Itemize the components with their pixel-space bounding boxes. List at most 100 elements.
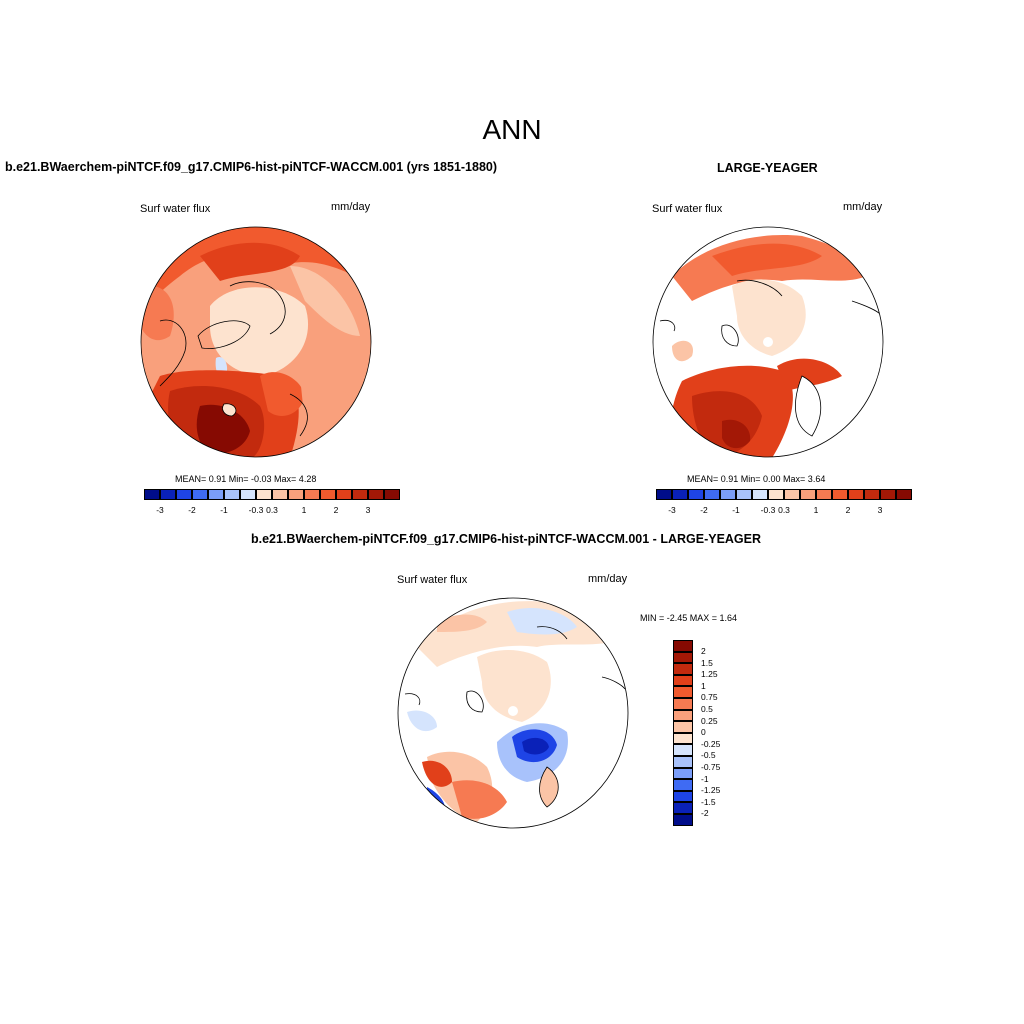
panel1-case-title: b.e21.BWaerchem-piNTCF.f09_g17.CMIP6-his… (5, 160, 498, 174)
colorbar-label: 0.3 (266, 505, 278, 515)
panel2-polar-map (652, 226, 884, 458)
colorbar-label: 3 (365, 505, 371, 515)
colorbar-swatch (368, 489, 384, 500)
colorbar-swatch (704, 489, 720, 500)
colorbar-label: 2 (701, 646, 706, 656)
colorbar-label: -1 (220, 505, 228, 515)
colorbar-swatch (240, 489, 256, 500)
panel3-units: mm/day (588, 573, 628, 585)
colorbar-swatch (192, 489, 208, 500)
colorbar-label: 0.3 (778, 505, 790, 515)
colorbar-swatch (160, 489, 176, 500)
colorbar-swatch (672, 489, 688, 500)
colorbar-label: -3 (668, 505, 676, 515)
colorbar-swatch (673, 663, 693, 675)
colorbar-swatch (864, 489, 880, 500)
colorbar-label: -0.3 (760, 505, 776, 515)
colorbar-swatch (673, 697, 693, 710)
colorbar-label: -1.25 (701, 785, 721, 796)
colorbar-label: 1 (701, 680, 706, 691)
colorbar-swatch (673, 640, 693, 652)
colorbar-swatch (673, 767, 693, 780)
colorbar-label: 1.5 (701, 657, 713, 668)
colorbar-label: 2 (845, 505, 851, 515)
colorbar-swatch (208, 489, 224, 500)
colorbar-swatch (848, 489, 864, 500)
colorbar-label: -2 (700, 505, 708, 515)
panel1-polar-map (140, 226, 372, 458)
colorbar-swatch (336, 489, 352, 500)
colorbar-label: -0.3 (248, 505, 264, 515)
panel1-colorbar (144, 489, 400, 500)
colorbar-swatch (288, 489, 304, 500)
colorbar-label: -2 (701, 808, 709, 819)
colorbar-swatch (673, 779, 693, 791)
colorbar-swatch (768, 489, 784, 500)
panel1-colorbar-labels: -3 -2 -1 -0.3 0.3 1 2 3 (144, 505, 371, 517)
panel2-stats: MEAN= 0.91 Min= 0.00 Max= 3.64 (687, 474, 826, 484)
colorbar-swatch (880, 489, 896, 500)
colorbar-label: -1 (732, 505, 740, 515)
colorbar-swatch (384, 489, 400, 500)
colorbar-swatch (352, 489, 368, 500)
panel2-case-title: LARGE-YEAGER (717, 161, 818, 175)
panel2-colorbar (656, 489, 912, 500)
colorbar-label: 2 (333, 505, 339, 515)
colorbar-label: -0.75 (701, 762, 721, 772)
colorbar-label: 0.5 (701, 704, 713, 714)
colorbar-label: -1.5 (701, 796, 716, 807)
colorbar-swatch (320, 489, 336, 500)
colorbar-swatch (673, 732, 693, 745)
colorbar-swatch (673, 709, 693, 722)
colorbar-swatch (304, 489, 320, 500)
colorbar-swatch (656, 489, 672, 500)
colorbar-swatch (176, 489, 192, 500)
colorbar-swatch (673, 674, 693, 687)
colorbar-swatch (673, 651, 693, 664)
colorbar-swatch (673, 686, 693, 698)
panel2-colorbar-labels: -3 -2 -1 -0.3 0.3 1 2 3 (656, 505, 883, 517)
colorbar-swatch (752, 489, 768, 500)
colorbar-label: -1 (701, 773, 709, 784)
panel3-polar-map (397, 597, 629, 829)
panel1-variable: Surf water flux (140, 203, 211, 215)
colorbar-swatch (673, 755, 693, 768)
colorbar-label: -2 (188, 505, 196, 515)
colorbar-swatch (673, 744, 693, 756)
colorbar-swatch (272, 489, 288, 500)
colorbar-label: -3 (156, 505, 164, 515)
colorbar-swatch (224, 489, 240, 500)
colorbar-label: -0.25 (701, 738, 721, 749)
panel3-stats: MIN = -2.45 MAX = 1.64 (640, 613, 738, 623)
panel2-variable: Surf water flux (652, 203, 723, 215)
panel3-case-title: b.e21.BWaerchem-piNTCF.f09_g17.CMIP6-his… (251, 532, 762, 546)
colorbar-label: 3 (877, 505, 883, 515)
colorbar-swatch (673, 813, 693, 826)
colorbar-swatch (673, 721, 693, 733)
colorbar-label: 0.25 (701, 715, 718, 726)
figure-title: ANN (482, 114, 542, 145)
colorbar-swatch (896, 489, 912, 500)
panel3-colorbar (673, 640, 693, 826)
colorbar-swatch (800, 489, 816, 500)
colorbar-label: 0 (701, 727, 706, 738)
colorbar-label: 0.75 (701, 692, 718, 703)
panel3-colorbar-labels: 2 1.5 1.25 1 0.75 0.5 0.25 0 -0.25 -0.5 -0.75 -1 -1.… (697, 640, 747, 830)
colorbar-swatch (784, 489, 800, 500)
colorbar-swatch (673, 790, 693, 803)
colorbar-swatch (736, 489, 752, 500)
colorbar-label: -0.5 (701, 750, 716, 761)
colorbar-swatch (688, 489, 704, 500)
colorbar-label: 1.25 (701, 669, 718, 680)
panel3-variable: Surf water flux (397, 574, 468, 586)
panel1-units: mm/day (331, 201, 371, 213)
panel2-units: mm/day (843, 201, 883, 213)
colorbar-label: 1 (813, 505, 819, 515)
colorbar-swatch (720, 489, 736, 500)
colorbar-swatch (673, 802, 693, 814)
colorbar-swatch (832, 489, 848, 500)
colorbar-swatch (256, 489, 272, 500)
colorbar-swatch (816, 489, 832, 500)
colorbar-swatch (144, 489, 160, 500)
colorbar-label: 1 (301, 505, 307, 515)
